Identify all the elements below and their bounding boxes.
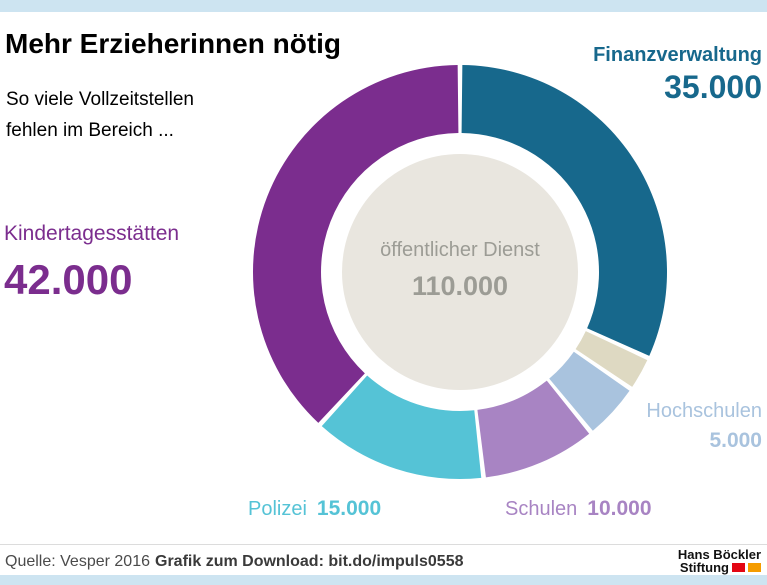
donut-segment-hochschulen (549, 351, 630, 431)
schulen-label: Schulen (505, 498, 578, 520)
hochschulen-label: Hochschulen (646, 400, 762, 422)
logo-line1: Hans Böckler (677, 547, 761, 562)
hochschulen-value: 5.000 (709, 429, 762, 452)
label-polizei: Polizei 15.000 (248, 497, 381, 521)
polizei-value: 15.000 (316, 497, 382, 520)
donut-chart: öffentlicher Dienst 110.000 (245, 57, 675, 487)
subtitle: So viele Vollzeitstellen fehlen im Berei… (6, 84, 194, 146)
donut-segment-unlabeled (575, 331, 648, 387)
schulen-value: 10.000 (587, 497, 652, 520)
center-value-text: 110.000 (411, 271, 509, 301)
donut-center-label: öffentlicher Dienst 110.000 (245, 239, 675, 302)
donut-segment-kindertagesstätten (252, 65, 459, 423)
label-kindertagesstaetten: Kindertagesstätten 42.000 (4, 222, 179, 304)
kindertagesstaetten-label: Kindertagesstätten (4, 222, 180, 245)
finanzverwaltung-value: 35.000 (664, 69, 762, 105)
donut-center-circle (342, 154, 578, 390)
subtitle-line2: fehlen im Bereich ... (6, 120, 174, 141)
kindertagesstaetten-value: 42.000 (4, 256, 133, 303)
bottom-accent-bar (0, 575, 767, 585)
finanzverwaltung-label: Finanzverwaltung (593, 44, 762, 66)
hbs-logo: Hans Böckler Stiftung (678, 548, 761, 574)
center-label-text: öffentlicher Dienst (380, 239, 540, 261)
label-finanzverwaltung: Finanzverwaltung 35.000 (593, 44, 762, 106)
logo-line2: Stiftung (678, 561, 761, 574)
logo-mark-orange-icon (748, 563, 761, 572)
label-hochschulen: Hochschulen 5.000 (646, 400, 762, 453)
donut-segment-schulen (477, 380, 590, 478)
donut-segment-finanzverwaltung (461, 65, 668, 356)
subtitle-line1: So viele Vollzeitstellen (6, 89, 194, 110)
polizei-label: Polizei (248, 498, 307, 520)
logo-line2-text: Stiftung (679, 560, 729, 575)
top-accent-bar (0, 0, 767, 12)
logo-mark-red-icon (732, 563, 745, 572)
source-text: Quelle: Vesper 2016 (5, 553, 150, 570)
donut-rings (252, 65, 668, 480)
label-schulen: Schulen 10.000 (505, 497, 652, 521)
page-title: Mehr Erzieherinnen nötig (5, 28, 342, 59)
footer: Quelle: Vesper 2016 Grafik zum Download:… (0, 544, 767, 575)
download-text: Grafik zum Download: bit.do/impuls0558 (155, 553, 464, 570)
donut-segment-polizei (321, 375, 482, 480)
